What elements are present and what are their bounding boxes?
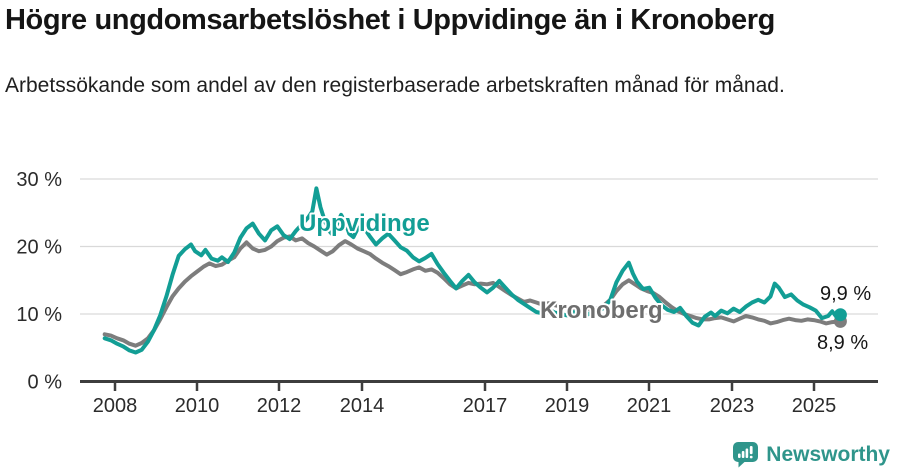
x-tick-label: 2014 [340,395,385,417]
uppvidinge-end-value: 9,9 % [820,283,871,305]
uppvidinge-end-dot [833,308,847,322]
newsworthy-brand-name: Newsworthy [766,442,890,466]
x-tick-label: 2023 [710,395,755,417]
y-axis-labels: 30 % 20 % 10 % 0 % [16,169,62,394]
x-tick-label: 2019 [545,395,590,417]
x-tick-label: 2008 [93,395,138,417]
uppvidinge-series-label: Uppvidinge [299,210,430,237]
x-tick-label: 2012 [257,395,302,417]
y-tick-label: 10 % [16,304,62,326]
newsworthy-bubble-chart-icon [733,442,759,468]
x-tick-label: 2010 [175,395,220,417]
y-tick-label: 20 % [16,237,62,259]
x-tick-label: 2017 [463,395,508,417]
chart-title: Högre ungdomsarbetslöshet i Uppvidinge ä… [5,4,775,36]
uppvidinge-line [102,186,843,355]
gridlines [80,178,878,315]
y-tick-label: 0 % [28,372,63,394]
chart-subtitle: Arbetssökande som andel av den registerb… [5,74,785,97]
x-axis [80,380,878,391]
kronoberg-line [102,234,843,348]
y-tick-label: 30 % [16,169,62,191]
newsworthy-logo[interactable]: Newsworthy [732,441,890,468]
kronoberg-end-value: 8,9 % [817,332,868,354]
kronoberg-series-label: Kronoberg [540,297,663,324]
x-tick-label: 2025 [792,395,837,417]
x-axis-labels: 2008 2010 2012 2014 2017 2019 2021 2023 … [93,395,837,417]
x-tick-label: 2021 [627,395,672,417]
